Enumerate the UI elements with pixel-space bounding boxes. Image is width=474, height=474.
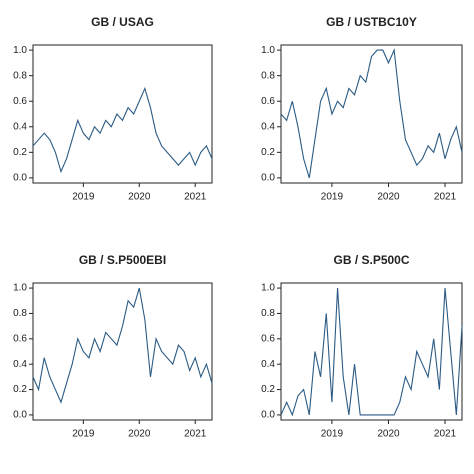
x-tick-label: 2021 bbox=[184, 192, 207, 203]
x-tick-label: 2019 bbox=[72, 192, 95, 203]
series-line bbox=[32, 86, 213, 174]
x-tick-label: 2020 bbox=[377, 192, 400, 203]
y-tick-label: 0.0 bbox=[261, 410, 275, 421]
y-tick-label: 1.0 bbox=[13, 45, 27, 56]
plot-frame bbox=[280, 282, 463, 421]
y-tick-label: 1.0 bbox=[13, 283, 27, 294]
plot-frame bbox=[32, 282, 213, 421]
y-tick-label: 0.0 bbox=[13, 173, 27, 184]
y-tick-label: 0.4 bbox=[261, 121, 275, 132]
y-tick-label: 0.6 bbox=[13, 96, 27, 107]
y-tick-label: 0.2 bbox=[261, 384, 275, 395]
series-line bbox=[280, 48, 463, 179]
y-tick-label: 0.6 bbox=[261, 333, 275, 344]
y-tick-label: 0.2 bbox=[13, 384, 27, 395]
x-tick-label: 2019 bbox=[72, 429, 95, 440]
plot-frame bbox=[32, 44, 213, 184]
y-tick-label: 0.2 bbox=[13, 147, 27, 158]
y-tick-label: 0.8 bbox=[261, 70, 275, 81]
y-tick-label: 0.4 bbox=[13, 121, 27, 132]
y-tick-label: 1.0 bbox=[261, 45, 275, 56]
chart-title: GB / S.P500C bbox=[333, 253, 409, 267]
x-tick-label: 2019 bbox=[321, 429, 344, 440]
x-tick-label: 2020 bbox=[128, 192, 151, 203]
chart-title: GB / S.P500EBI bbox=[79, 253, 166, 267]
y-tick-label: 0.8 bbox=[13, 308, 27, 319]
y-tick-label: 0.6 bbox=[261, 96, 275, 107]
x-tick-label: 2021 bbox=[184, 429, 207, 440]
y-tick-label: 0.6 bbox=[13, 333, 27, 344]
x-tick-label: 2020 bbox=[128, 429, 151, 440]
chart-title: GB / USAG bbox=[91, 15, 154, 29]
plot-frame bbox=[280, 44, 463, 184]
series-line bbox=[280, 288, 463, 417]
y-tick-label: 0.0 bbox=[13, 410, 27, 421]
x-tick-label: 2020 bbox=[377, 429, 400, 440]
x-tick-label: 2021 bbox=[434, 429, 457, 440]
x-tick-label: 2021 bbox=[434, 192, 457, 203]
chart-title: GB / USTBC10Y bbox=[326, 15, 417, 29]
y-tick-label: 0.4 bbox=[261, 359, 275, 370]
y-tick-label: 0.0 bbox=[261, 173, 275, 184]
y-tick-label: 1.0 bbox=[261, 283, 275, 294]
y-tick-label: 0.8 bbox=[261, 308, 275, 319]
x-tick-label: 2019 bbox=[321, 192, 344, 203]
y-tick-label: 0.8 bbox=[13, 70, 27, 81]
y-tick-label: 0.4 bbox=[13, 359, 27, 370]
series-line bbox=[32, 287, 213, 404]
y-tick-label: 0.2 bbox=[261, 147, 275, 158]
